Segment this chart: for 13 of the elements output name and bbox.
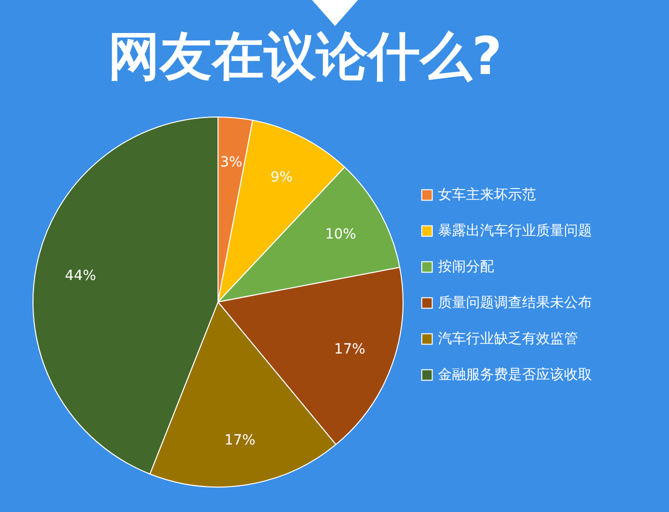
legend-label: 按闹分配 xyxy=(438,259,494,275)
legend-label: 金融服务费是否应该收取 xyxy=(438,367,592,383)
data-label: 3% xyxy=(220,154,242,171)
data-label: 44% xyxy=(64,268,96,284)
legend-label: 质量问题调查结果未公布 xyxy=(438,295,592,311)
chart-title: 网友在议论什么? xyxy=(106,26,504,89)
data-label: 17% xyxy=(334,341,366,358)
data-label: 17% xyxy=(224,432,256,448)
data-label: 9% xyxy=(270,169,293,186)
legend-label: 暴露出汽车行业质量问题 xyxy=(438,223,592,239)
legend-label: 女车主来坏示范 xyxy=(438,187,536,203)
legend-label: 汽车行业缺乏有效监管 xyxy=(438,331,578,347)
data-label: 10% xyxy=(325,226,356,243)
